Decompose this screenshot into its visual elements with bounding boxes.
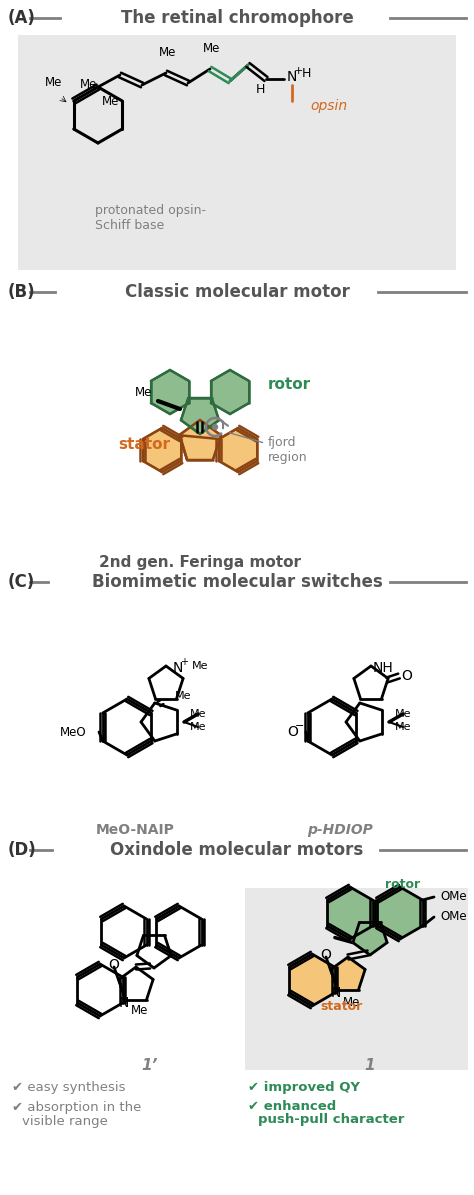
Text: Me: Me bbox=[190, 709, 207, 719]
Text: rotor: rotor bbox=[268, 376, 311, 392]
FancyBboxPatch shape bbox=[18, 35, 456, 270]
FancyBboxPatch shape bbox=[245, 888, 468, 1070]
Polygon shape bbox=[331, 957, 365, 989]
Polygon shape bbox=[181, 398, 219, 434]
Text: NH: NH bbox=[373, 661, 393, 675]
Text: (C): (C) bbox=[8, 572, 35, 592]
Text: visible range: visible range bbox=[22, 1115, 108, 1128]
Text: Biomimetic molecular switches: Biomimetic molecular switches bbox=[91, 572, 383, 592]
Text: Me: Me bbox=[102, 94, 119, 108]
Text: O: O bbox=[287, 725, 298, 739]
Text: 2nd gen. Feringa motor: 2nd gen. Feringa motor bbox=[99, 554, 301, 570]
Text: 1: 1 bbox=[365, 1058, 375, 1072]
Text: Me: Me bbox=[190, 722, 207, 733]
Text: stator: stator bbox=[118, 436, 170, 452]
Text: rotor: rotor bbox=[385, 878, 420, 891]
Text: fjord
region: fjord region bbox=[230, 433, 308, 464]
Polygon shape bbox=[328, 887, 373, 939]
Text: (D): (D) bbox=[8, 841, 37, 859]
Text: opsin: opsin bbox=[310, 99, 347, 114]
Text: Me: Me bbox=[45, 76, 62, 88]
Text: push-pull character: push-pull character bbox=[258, 1114, 404, 1127]
Text: Me: Me bbox=[159, 45, 177, 59]
Text: N: N bbox=[119, 995, 129, 1010]
Text: Me: Me bbox=[343, 995, 360, 1009]
Text: N: N bbox=[287, 71, 297, 84]
Text: Me: Me bbox=[175, 691, 191, 701]
Text: Me: Me bbox=[80, 78, 97, 91]
Polygon shape bbox=[143, 428, 181, 472]
Text: The retinal chromophore: The retinal chromophore bbox=[120, 10, 354, 27]
Text: O: O bbox=[109, 958, 119, 972]
Text: 1’: 1’ bbox=[142, 1058, 158, 1072]
Polygon shape bbox=[308, 699, 356, 755]
Text: (A): (A) bbox=[8, 10, 36, 27]
Text: stator: stator bbox=[321, 1000, 363, 1013]
Text: MeO-NAIP: MeO-NAIP bbox=[96, 823, 174, 836]
Polygon shape bbox=[151, 370, 189, 413]
Text: Me: Me bbox=[131, 1005, 148, 1017]
Text: Me: Me bbox=[135, 386, 152, 399]
Text: protonated opsin-
Schiff base: protonated opsin- Schiff base bbox=[95, 204, 206, 232]
Polygon shape bbox=[103, 699, 151, 755]
Text: H: H bbox=[255, 82, 264, 96]
Text: O: O bbox=[401, 669, 412, 684]
Text: Me: Me bbox=[203, 42, 221, 55]
Text: Me: Me bbox=[395, 722, 411, 733]
Text: ✔ easy synthesis: ✔ easy synthesis bbox=[12, 1081, 126, 1095]
Polygon shape bbox=[179, 419, 221, 460]
Text: ✔ absorption in the: ✔ absorption in the bbox=[12, 1102, 141, 1115]
Text: −: − bbox=[295, 721, 305, 731]
Text: N: N bbox=[173, 661, 183, 675]
Text: N: N bbox=[331, 986, 341, 1000]
Text: H: H bbox=[301, 67, 310, 80]
Text: p-HDIOP: p-HDIOP bbox=[307, 823, 373, 836]
Text: OMe: OMe bbox=[440, 911, 466, 924]
Text: Classic molecular motor: Classic molecular motor bbox=[125, 283, 349, 301]
Text: MeO: MeO bbox=[60, 725, 87, 739]
Text: Me: Me bbox=[192, 661, 209, 672]
Text: O: O bbox=[320, 948, 331, 962]
Polygon shape bbox=[377, 887, 422, 939]
Polygon shape bbox=[211, 370, 249, 413]
Text: (B): (B) bbox=[8, 283, 36, 301]
Text: ✔ enhanced: ✔ enhanced bbox=[248, 1099, 336, 1113]
Text: ✔ improved QY: ✔ improved QY bbox=[248, 1081, 360, 1095]
Text: Oxindole molecular motors: Oxindole molecular motors bbox=[110, 841, 364, 859]
Polygon shape bbox=[290, 954, 335, 1006]
Text: +: + bbox=[180, 657, 188, 667]
Polygon shape bbox=[219, 428, 257, 472]
Text: +: + bbox=[293, 66, 303, 76]
Text: OMe: OMe bbox=[440, 890, 466, 903]
Text: Me: Me bbox=[395, 709, 411, 719]
Circle shape bbox=[212, 424, 218, 429]
Polygon shape bbox=[353, 923, 387, 955]
